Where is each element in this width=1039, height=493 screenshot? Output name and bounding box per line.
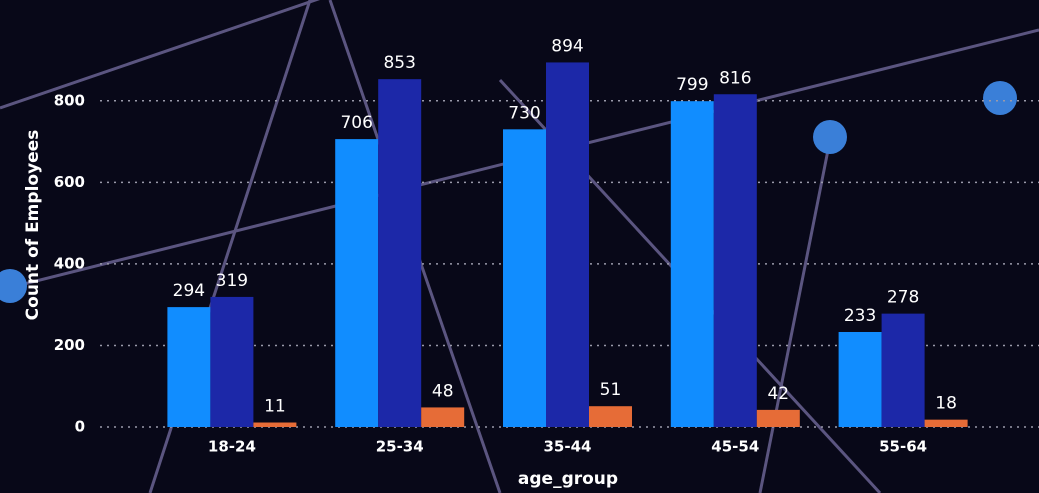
y-tick-label: 400	[54, 254, 85, 272]
value-label: 18	[935, 394, 957, 414]
bar	[756, 409, 800, 427]
value-label: 730	[508, 103, 540, 123]
value-label: 11	[264, 397, 286, 417]
bar	[421, 407, 465, 427]
value-label: 816	[719, 68, 751, 88]
bar	[838, 331, 882, 427]
value-label: 51	[600, 380, 622, 400]
value-label: 799	[676, 75, 708, 95]
value-label: 706	[340, 113, 372, 133]
value-label: 294	[173, 281, 205, 301]
value-label: 319	[216, 271, 248, 291]
value-label: 42	[767, 384, 789, 404]
y-axis-title: Count of Employees	[23, 130, 43, 321]
bar	[546, 62, 589, 428]
value-label: 853	[383, 53, 415, 73]
bar	[881, 313, 925, 427]
value-label: 48	[432, 381, 454, 401]
y-tick-label: 800	[54, 91, 85, 109]
bar	[503, 129, 546, 428]
y-tick-label: 600	[54, 173, 85, 191]
x-tick-label: 45-54	[711, 438, 759, 456]
bar	[670, 101, 714, 428]
value-label: 278	[887, 288, 919, 308]
y-tick-label: 0	[75, 418, 85, 436]
x-tick-label: 25-34	[376, 438, 424, 456]
x-tick-label: 35-44	[544, 438, 592, 456]
x-tick-label: 18-24	[208, 438, 256, 456]
value-label: 894	[551, 36, 583, 56]
x-tick-label: 55-64	[879, 438, 927, 456]
bar	[335, 139, 379, 427]
bar	[713, 94, 757, 428]
bar	[167, 307, 211, 427]
bar	[378, 79, 422, 427]
y-tick-label: 200	[54, 336, 85, 354]
bar	[589, 406, 632, 427]
bar	[924, 419, 968, 427]
bar	[210, 296, 254, 427]
bar	[253, 422, 297, 427]
x-axis-title: age_group	[518, 469, 618, 489]
value-label: 233	[844, 306, 876, 326]
